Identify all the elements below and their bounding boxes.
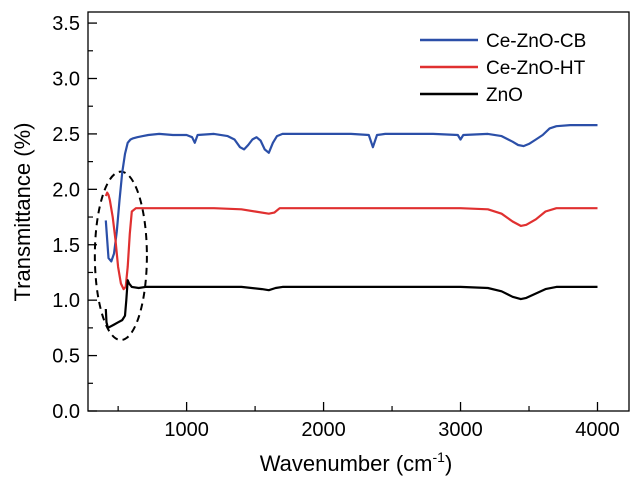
y-tick-label: 3.0 (52, 69, 80, 91)
y-tick-label: 2.0 (52, 179, 80, 201)
y-tick-label: 1.5 (52, 235, 80, 257)
annotation-layer (93, 170, 148, 342)
legend-label: ZnO (486, 85, 523, 106)
y-tick-label: 0.5 (52, 346, 80, 368)
plot-frame (87, 11, 630, 412)
axes-layer: 0.0 0.5 1.0 1.5 2.0 2.5 3.0 3.5 1000 2000 3000 4000 (52, 13, 620, 441)
x-tick-label: 4000 (575, 419, 620, 441)
series-line-ce-zno-cb (104, 123, 598, 263)
dashed-ellipse-annotation (93, 170, 148, 342)
x-tick-label: 3000 (438, 419, 483, 441)
x-tick-label: 2000 (301, 419, 346, 441)
series-line-zno (104, 279, 598, 329)
y-tick-label: 0.0 (52, 401, 80, 423)
y-tick-label: 2.5 (52, 124, 80, 146)
legend: Ce-ZnO-CB Ce-ZnO-HT ZnO (420, 31, 586, 106)
y-axis-title: Transmittance (%) (10, 123, 35, 302)
y-tick-label: 3.5 (52, 13, 80, 35)
x-axis-title-main: Wavenumber (cm (260, 451, 433, 476)
y-tick-label: 1.0 (52, 290, 80, 312)
x-tick-label: 1000 (164, 419, 209, 441)
legend-label: Ce-ZnO-HT (486, 58, 586, 79)
legend-label: Ce-ZnO-CB (486, 31, 586, 52)
x-axis-title: Wavenumber (cm-1) (260, 449, 453, 476)
x-axis-title-superscript: -1 (433, 449, 446, 465)
series-line-ce-zno-ht (104, 191, 598, 291)
series-layer (104, 123, 598, 329)
x-axis-title-suffix: ) (445, 451, 452, 476)
